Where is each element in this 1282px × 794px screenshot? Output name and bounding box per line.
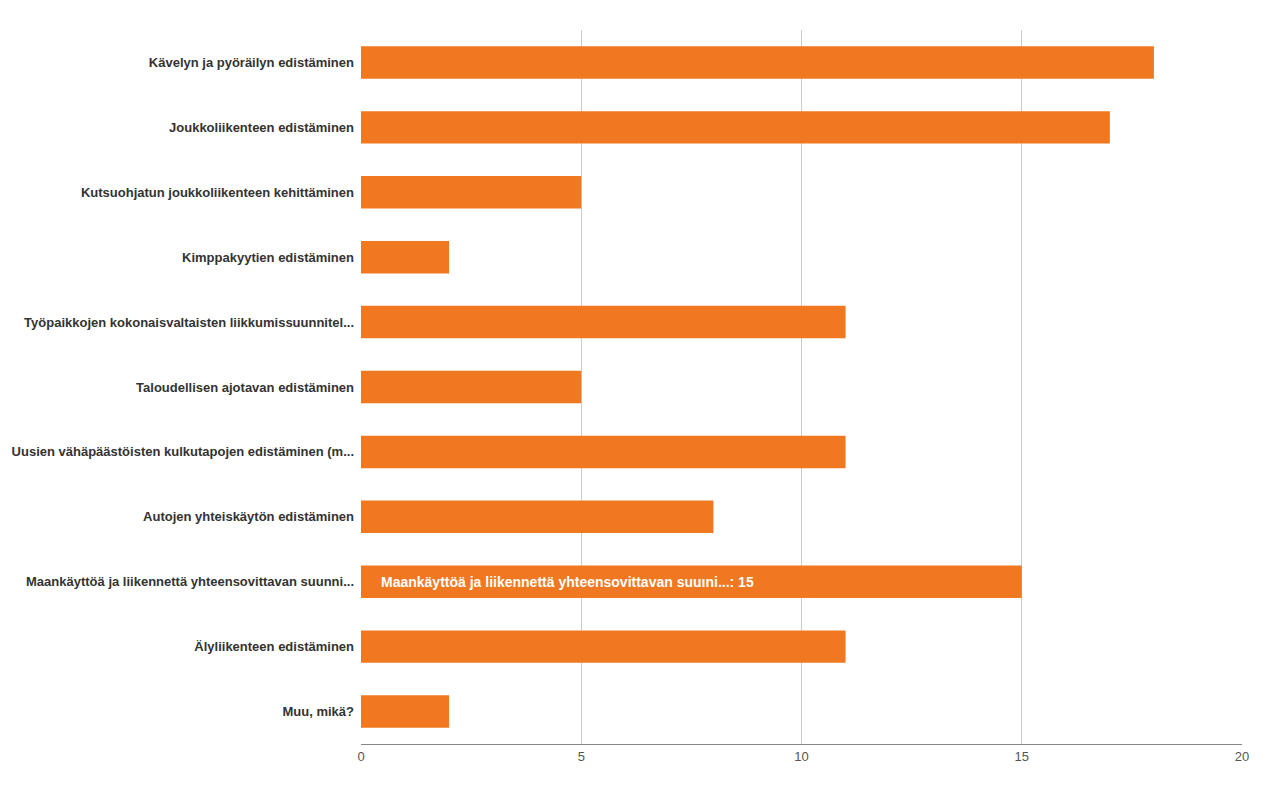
svg-text:10: 10 [794,749,808,764]
svg-text:Taloudellisen ajotavan edistäm: Taloudellisen ajotavan edistäminen [136,380,354,395]
svg-text:Älyliikenteen edistäminen: Älyliikenteen edistäminen [194,639,354,654]
svg-text:Kutsuohjatun joukkoliikenteen: Kutsuohjatun joukkoliikenteen kehittämin… [81,185,354,200]
svg-text:Työpaikkojen kokonaisvaltaiste: Työpaikkojen kokonaisvaltaisten liikkumi… [24,315,354,330]
svg-text:Joukkoliikenteen edistäminen: Joukkoliikenteen edistäminen [169,120,354,135]
svg-text:0: 0 [357,749,364,764]
svg-text:5: 5 [578,749,585,764]
svg-text:15: 15 [1015,749,1029,764]
svg-text:Kävelyn ja pyöräilyn edistämin: Kävelyn ja pyöräilyn edistäminen [149,55,354,70]
svg-text:Autojen yhteiskäytön edistämin: Autojen yhteiskäytön edistäminen [143,509,354,524]
svg-text:Kimppakyytien edistäminen: Kimppakyytien edistäminen [182,250,354,265]
svg-text:20: 20 [1235,749,1249,764]
svg-text:Muu, mikä?: Muu, mikä? [282,704,354,719]
svg-text:Uusien vähäpäästöisten kulkuta: Uusien vähäpäästöisten kulkutapojen edis… [12,444,354,459]
svg-text:Maankäyttöä ja liikennettä yht: Maankäyttöä ja liikennettä yhteensovitta… [381,574,754,590]
svg-text:Maankäyttöä ja liikennettä yht: Maankäyttöä ja liikennettä yhteensovitta… [26,574,354,589]
